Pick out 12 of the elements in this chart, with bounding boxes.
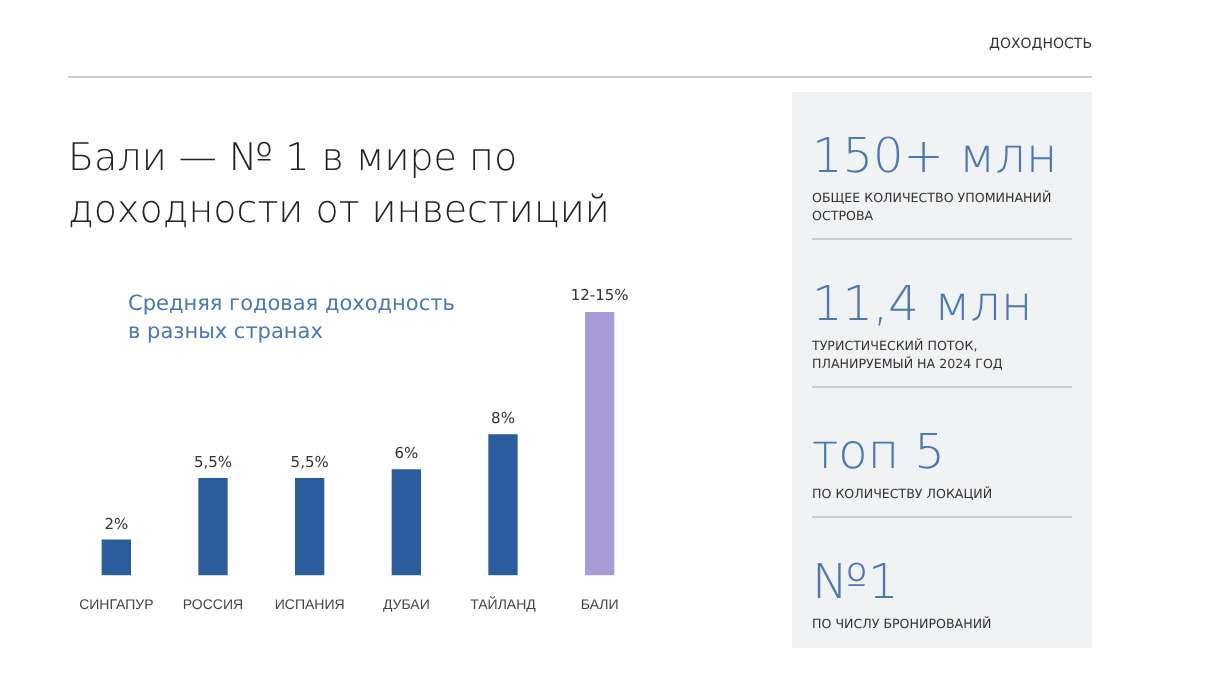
bar — [585, 312, 615, 576]
bar — [295, 478, 325, 576]
text: топ 5 — [812, 424, 947, 480]
bar — [488, 434, 518, 576]
text: №1 — [812, 554, 901, 610]
chart-subtitle: Средняя годовая доходность в разных странах — [128, 290, 457, 346]
text: 150+ млн — [812, 128, 1060, 184]
bar — [198, 478, 228, 576]
chart-title: Бали — № 1 в мире по доходности от инвестиций — [68, 134, 612, 236]
text: 11,4 млн — [812, 276, 1035, 332]
bar — [101, 539, 131, 576]
bar — [391, 469, 421, 576]
